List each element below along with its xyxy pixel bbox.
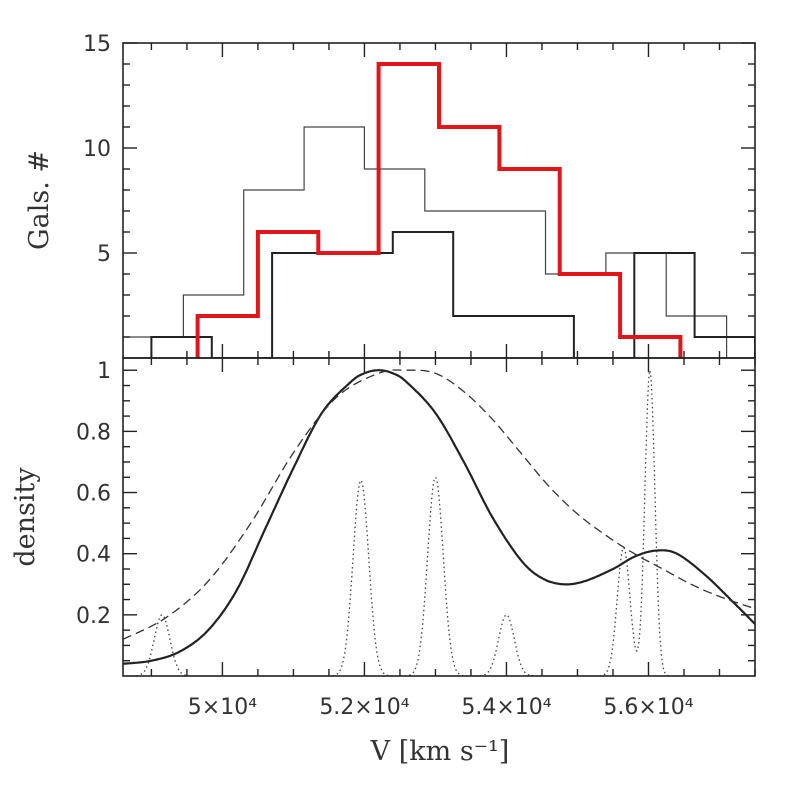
density-panel: 0.2 0.4 0.6 0.8 1 5×10⁴ 5.2×10⁴ 5.4×10⁴ 5.6×10⁴ (76, 357, 756, 720)
x-tick-label: 5.2×10⁴ (319, 695, 409, 720)
histogram-series-group (123, 62, 755, 358)
x-axis-label: V [km s⁻¹] (370, 736, 510, 767)
y-tick-label-top: 10 (83, 137, 111, 162)
y-tick-label-bottom: 0.4 (76, 543, 111, 568)
histogram-series-thick-red (195, 62, 683, 358)
y-tick-label-bottom: 1 (97, 359, 111, 384)
y-tick-label-bottom: 0.6 (76, 482, 111, 507)
y-axis-label-top: Gals. # (24, 150, 55, 250)
y-tick-label-top: 15 (83, 32, 111, 57)
histogram-panel: 5 10 15 (83, 32, 756, 359)
y-axis-label-bottom: density (10, 467, 41, 567)
density-curve-solid (123, 369, 755, 665)
x-tick-label: 5.4×10⁴ (461, 695, 551, 720)
x-tick-label: 5×10⁴ (188, 695, 257, 720)
histogram-series-medium-dark (150, 231, 755, 358)
y-tick-label-top: 5 (97, 242, 111, 267)
x-tick-label: 5.6×10⁴ (603, 695, 693, 720)
density-series-group (123, 369, 755, 676)
density-curve-dotted (123, 370, 755, 676)
bottom-frame (122, 357, 756, 677)
histogram-series-thin-gray (123, 126, 728, 358)
density-curve-dashed (123, 369, 755, 640)
y-tick-label-bottom: 0.2 (76, 604, 111, 629)
y-tick-label-bottom: 0.8 (76, 420, 111, 445)
